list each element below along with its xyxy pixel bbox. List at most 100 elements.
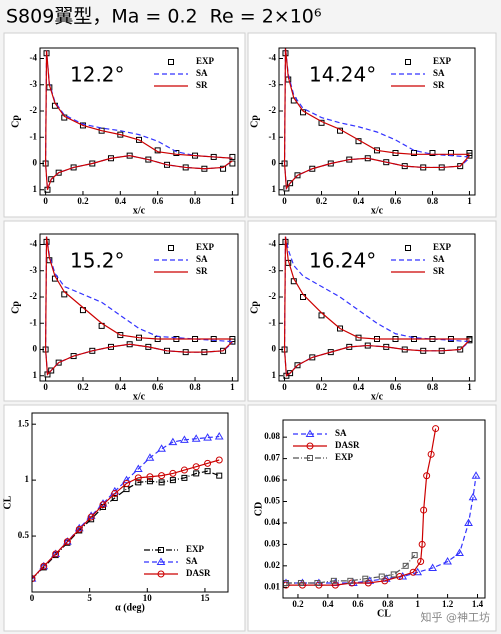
marker [327,349,334,356]
legend-marker [158,547,164,553]
series-line [32,470,220,580]
x-tick-label: 1 [230,196,235,206]
marker [87,513,95,521]
x-axis-label: x/c [371,391,384,402]
marker [214,432,224,440]
x-tick-label: 0.6 [152,196,164,206]
legend-marker [307,455,313,461]
x-tick-label: 1 [415,599,420,609]
marker [75,525,83,533]
marker [378,573,385,580]
marker [362,575,369,582]
plot-area [32,432,224,583]
legend-label: SA [196,68,208,78]
series-line [45,50,233,190]
legend-marker [156,557,166,565]
y-axis-label: CD [253,502,264,516]
panel [3,404,246,632]
y-axis-label: Cp [249,115,260,128]
y-tick-label: -1 [269,317,277,327]
marker [432,425,440,433]
y-tick-label: 1 [25,474,30,484]
y-tick-label: 0.03 [264,538,280,548]
marker [55,359,62,366]
legend-label: EXP [433,56,452,66]
marker [136,136,142,143]
legend-label: EXP [196,242,215,252]
marker [193,470,200,477]
y-tick-label: -2 [30,291,38,301]
marker [79,122,86,129]
marker [40,562,48,570]
plot-area [42,50,236,193]
marker [309,354,316,361]
marker [466,152,473,159]
marker [133,464,143,472]
marker [63,537,72,545]
marker [309,165,316,172]
marker [63,538,71,546]
plot-area [281,236,473,379]
legend-label: SR [196,266,208,276]
y-tick-label: 1.5 [18,418,30,428]
plot-frame [282,419,486,599]
y-tick-label: 0.5 [18,530,30,540]
series-line [283,236,470,377]
x-tick-label: 0 [282,382,287,392]
marker [135,479,142,486]
y-tick-label: -4 [269,53,277,63]
y-axis-label: Cp [10,301,21,314]
marker [455,548,464,556]
y-tick-label: -2 [269,291,277,301]
marker [390,571,397,578]
x-tick-label: 1.4 [472,599,484,609]
x-tick-label: 0.4 [115,196,127,206]
plot-frame [278,233,476,382]
y-tick-label: 0 [33,158,38,168]
x-tick-label: 0 [282,196,287,206]
y-tick-label: -1 [30,317,38,327]
series-line [285,428,437,586]
marker [134,474,142,482]
marker [173,150,180,156]
marker [203,433,212,441]
legend-label: DASR [335,440,360,450]
legend-marker [305,429,315,437]
legend-label: SR [196,80,208,90]
plot-area [281,48,473,192]
legend-label: SR [433,80,445,90]
plot-frame [39,233,239,382]
marker [331,581,339,589]
x-tick-label: 0.2 [316,196,328,206]
x-tick-label: 15 [200,593,210,603]
marker [204,459,212,467]
x-tick-label: 0.4 [115,382,127,392]
legend-marker [168,245,174,251]
marker [466,337,473,344]
marker [122,475,131,484]
y-tick-label: 0 [272,158,277,168]
x-axis-label: x/c [133,205,146,216]
marker [429,150,436,156]
y-tick-label: 0.04 [264,517,280,527]
watermark: 知乎 @神工坊 [421,610,491,624]
marker [420,506,428,514]
marker [180,435,189,443]
legend-marker [168,59,174,65]
x-tick-label: 1.2 [442,599,454,609]
marker [464,518,473,526]
series-line [283,48,470,191]
y-tick-label: 0.06 [264,474,280,484]
x-tick-label: 1 [467,382,472,392]
x-axis-label: x/c [133,391,146,402]
plot-frame [278,47,476,196]
y-tick-label: -1 [269,131,277,141]
plot-area [283,425,481,589]
legend-label: EXP [196,56,215,66]
x-tick-label: 0.8 [189,196,201,206]
marker [215,456,223,464]
legend-marker [306,442,314,450]
panel [3,32,246,218]
y-tick-label: 0.08 [264,431,280,441]
